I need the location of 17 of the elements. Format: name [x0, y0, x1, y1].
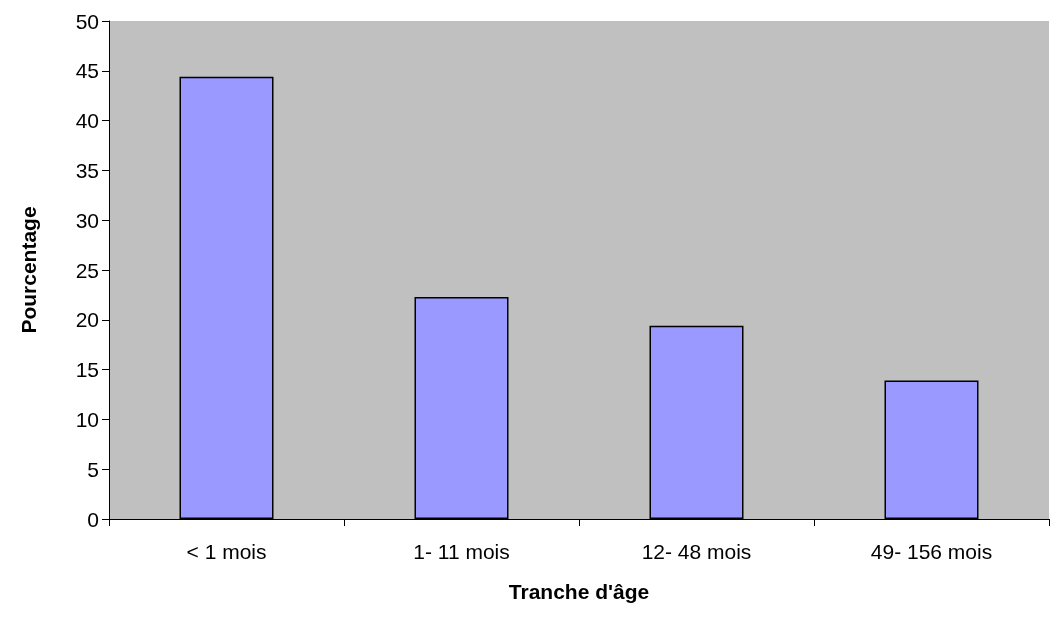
y-tick-label: 10 — [75, 407, 99, 431]
y-axis-title: Pourcentage — [17, 206, 40, 334]
x-tick-label: 49- 156 mois — [870, 540, 993, 563]
y-tick-label: 0 — [87, 507, 99, 531]
x-tick-label: 12- 48 mois — [641, 540, 752, 563]
y-tick-label: 35 — [75, 158, 99, 182]
y-tick-label: 40 — [75, 109, 99, 133]
x-axis-title: Tranche d'âge — [508, 580, 650, 603]
x-tick-label: 1- 11 mois — [413, 540, 510, 563]
y-tick-label: 50 — [75, 9, 99, 33]
y-tick-label: 15 — [75, 358, 99, 382]
y-tick-label: 45 — [75, 59, 99, 83]
y-tick-label: 30 — [75, 208, 99, 232]
y-tick-label: 5 — [87, 457, 99, 481]
y-tick-label: 25 — [75, 258, 99, 282]
x-tick-label: < 1 mois — [186, 540, 267, 563]
y-tick-label: 20 — [75, 308, 99, 332]
